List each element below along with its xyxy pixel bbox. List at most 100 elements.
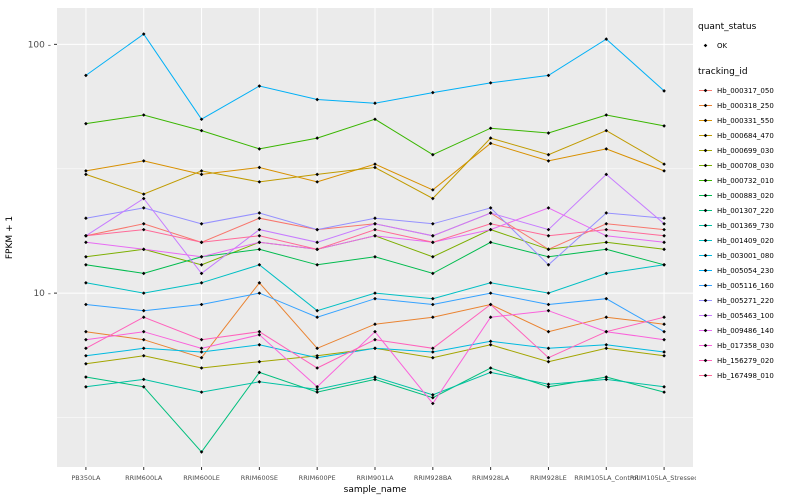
data-point: [141, 291, 146, 295]
data-point: [546, 206, 551, 210]
legend-item-label: Hb_005116_160: [717, 281, 774, 290]
legend-item-tracking-id: Hb_001369_730: [698, 218, 798, 233]
legend-item-label: Hb_167498_010: [717, 371, 774, 380]
legend-item-label: OK: [717, 41, 728, 50]
data-point: [488, 342, 493, 347]
x-tick-label: RRIM901LA: [356, 474, 394, 482]
data-point: [546, 254, 551, 259]
data-point: [431, 393, 435, 397]
legend-item-tracking-id: Hb_167498_010: [698, 368, 798, 383]
data-point: [199, 281, 204, 285]
data-point: [604, 128, 609, 133]
legend-title-quant-status: quant_status: [698, 22, 757, 32]
chart-legend: quant_status OK tracking_id Hb_000317_05…: [698, 22, 798, 397]
legend-item-tracking-id: Hb_005463_100: [698, 308, 798, 323]
legend-key-line: [698, 279, 713, 292]
data-point: [488, 315, 493, 320]
data-point: [604, 147, 609, 151]
data-point: [315, 227, 319, 232]
data-point: [431, 395, 435, 400]
legend-item-label: Hb_003001_080: [717, 251, 774, 260]
data-point: [373, 233, 377, 238]
data-point: [431, 152, 435, 157]
data-point: [257, 227, 262, 232]
data-point: [662, 89, 666, 93]
data-point: [373, 375, 377, 379]
data-point: [431, 355, 435, 360]
data-point: [84, 172, 88, 177]
data-point: [315, 240, 319, 245]
data-point: [199, 117, 204, 122]
legend-item-tracking-id: Hb_003001_080: [698, 248, 798, 263]
data-point: [257, 380, 262, 384]
data-point: [662, 227, 666, 232]
data-point: [199, 262, 204, 267]
legend-key-line: [698, 204, 713, 217]
data-point: [488, 211, 493, 215]
legend-item-label: Hb_000684_470: [717, 131, 774, 140]
data-point: [199, 350, 204, 354]
data-point: [141, 337, 146, 342]
data-point: [662, 233, 666, 238]
data-point: [604, 240, 609, 245]
x-tick-label: RRIM928BA: [414, 474, 452, 482]
data-point: [84, 121, 88, 126]
legend-item-tracking-id: Hb_000708_030: [698, 158, 798, 173]
data-point: [199, 254, 204, 259]
data-point: [315, 390, 319, 394]
data-point: [84, 385, 88, 389]
data-point: [257, 247, 262, 252]
legend-item-label: Hb_000318_250: [717, 101, 774, 110]
y-tick-label: 10 -: [33, 289, 51, 299]
data-point: [315, 172, 319, 177]
data-point: [546, 291, 551, 295]
data-point: [141, 221, 146, 226]
legend-item-tracking-id: Hb_001307_220: [698, 203, 798, 218]
data-point: [141, 385, 146, 389]
data-point: [662, 322, 666, 326]
data-point: [257, 370, 262, 375]
data-point: [431, 346, 435, 351]
legend-item-tracking-id: Hb_000684_470: [698, 128, 798, 143]
legend-item-label: Hb_000699_030: [717, 146, 774, 155]
data-point: [315, 385, 319, 389]
data-point: [431, 271, 435, 276]
legend-quant-status: quant_status OK: [698, 22, 798, 53]
data-point: [604, 172, 609, 177]
legend-item-tracking-id: Hb_000317_050: [698, 83, 798, 98]
data-point: [199, 450, 204, 454]
data-point: [662, 216, 666, 221]
data-point: [431, 196, 435, 201]
data-point: [431, 233, 435, 238]
data-point: [546, 152, 551, 157]
data-point: [373, 329, 377, 334]
data-point: [315, 387, 319, 392]
data-point: [257, 281, 262, 285]
data-point: [373, 291, 377, 295]
data-point: [199, 271, 204, 276]
data-point: [141, 206, 146, 210]
data-point: [431, 240, 435, 245]
data-point: [373, 227, 377, 232]
data-point: [141, 113, 146, 117]
data-point: [199, 169, 204, 173]
legend-item-label: Hb_000331_550: [717, 116, 774, 125]
legend-item-label: Hb_000732_010: [717, 176, 774, 185]
data-point: [199, 366, 204, 370]
data-point: [488, 339, 493, 344]
legend-item-tracking-id: Hb_001409_020: [698, 233, 798, 248]
data-point: [662, 390, 666, 394]
data-point: [662, 262, 666, 267]
data-point: [546, 385, 551, 389]
data-point: [604, 247, 609, 252]
data-point: [257, 211, 262, 215]
data-point: [257, 342, 262, 347]
legend-item-label: Hb_001369_730: [717, 221, 774, 230]
data-point: [257, 332, 262, 337]
legend-item-tracking-id: Hb_009486_140: [698, 323, 798, 338]
data-point: [373, 322, 377, 326]
data-point: [546, 382, 551, 387]
data-point: [141, 353, 146, 358]
data-point: [257, 147, 262, 151]
data-point: [199, 172, 204, 177]
